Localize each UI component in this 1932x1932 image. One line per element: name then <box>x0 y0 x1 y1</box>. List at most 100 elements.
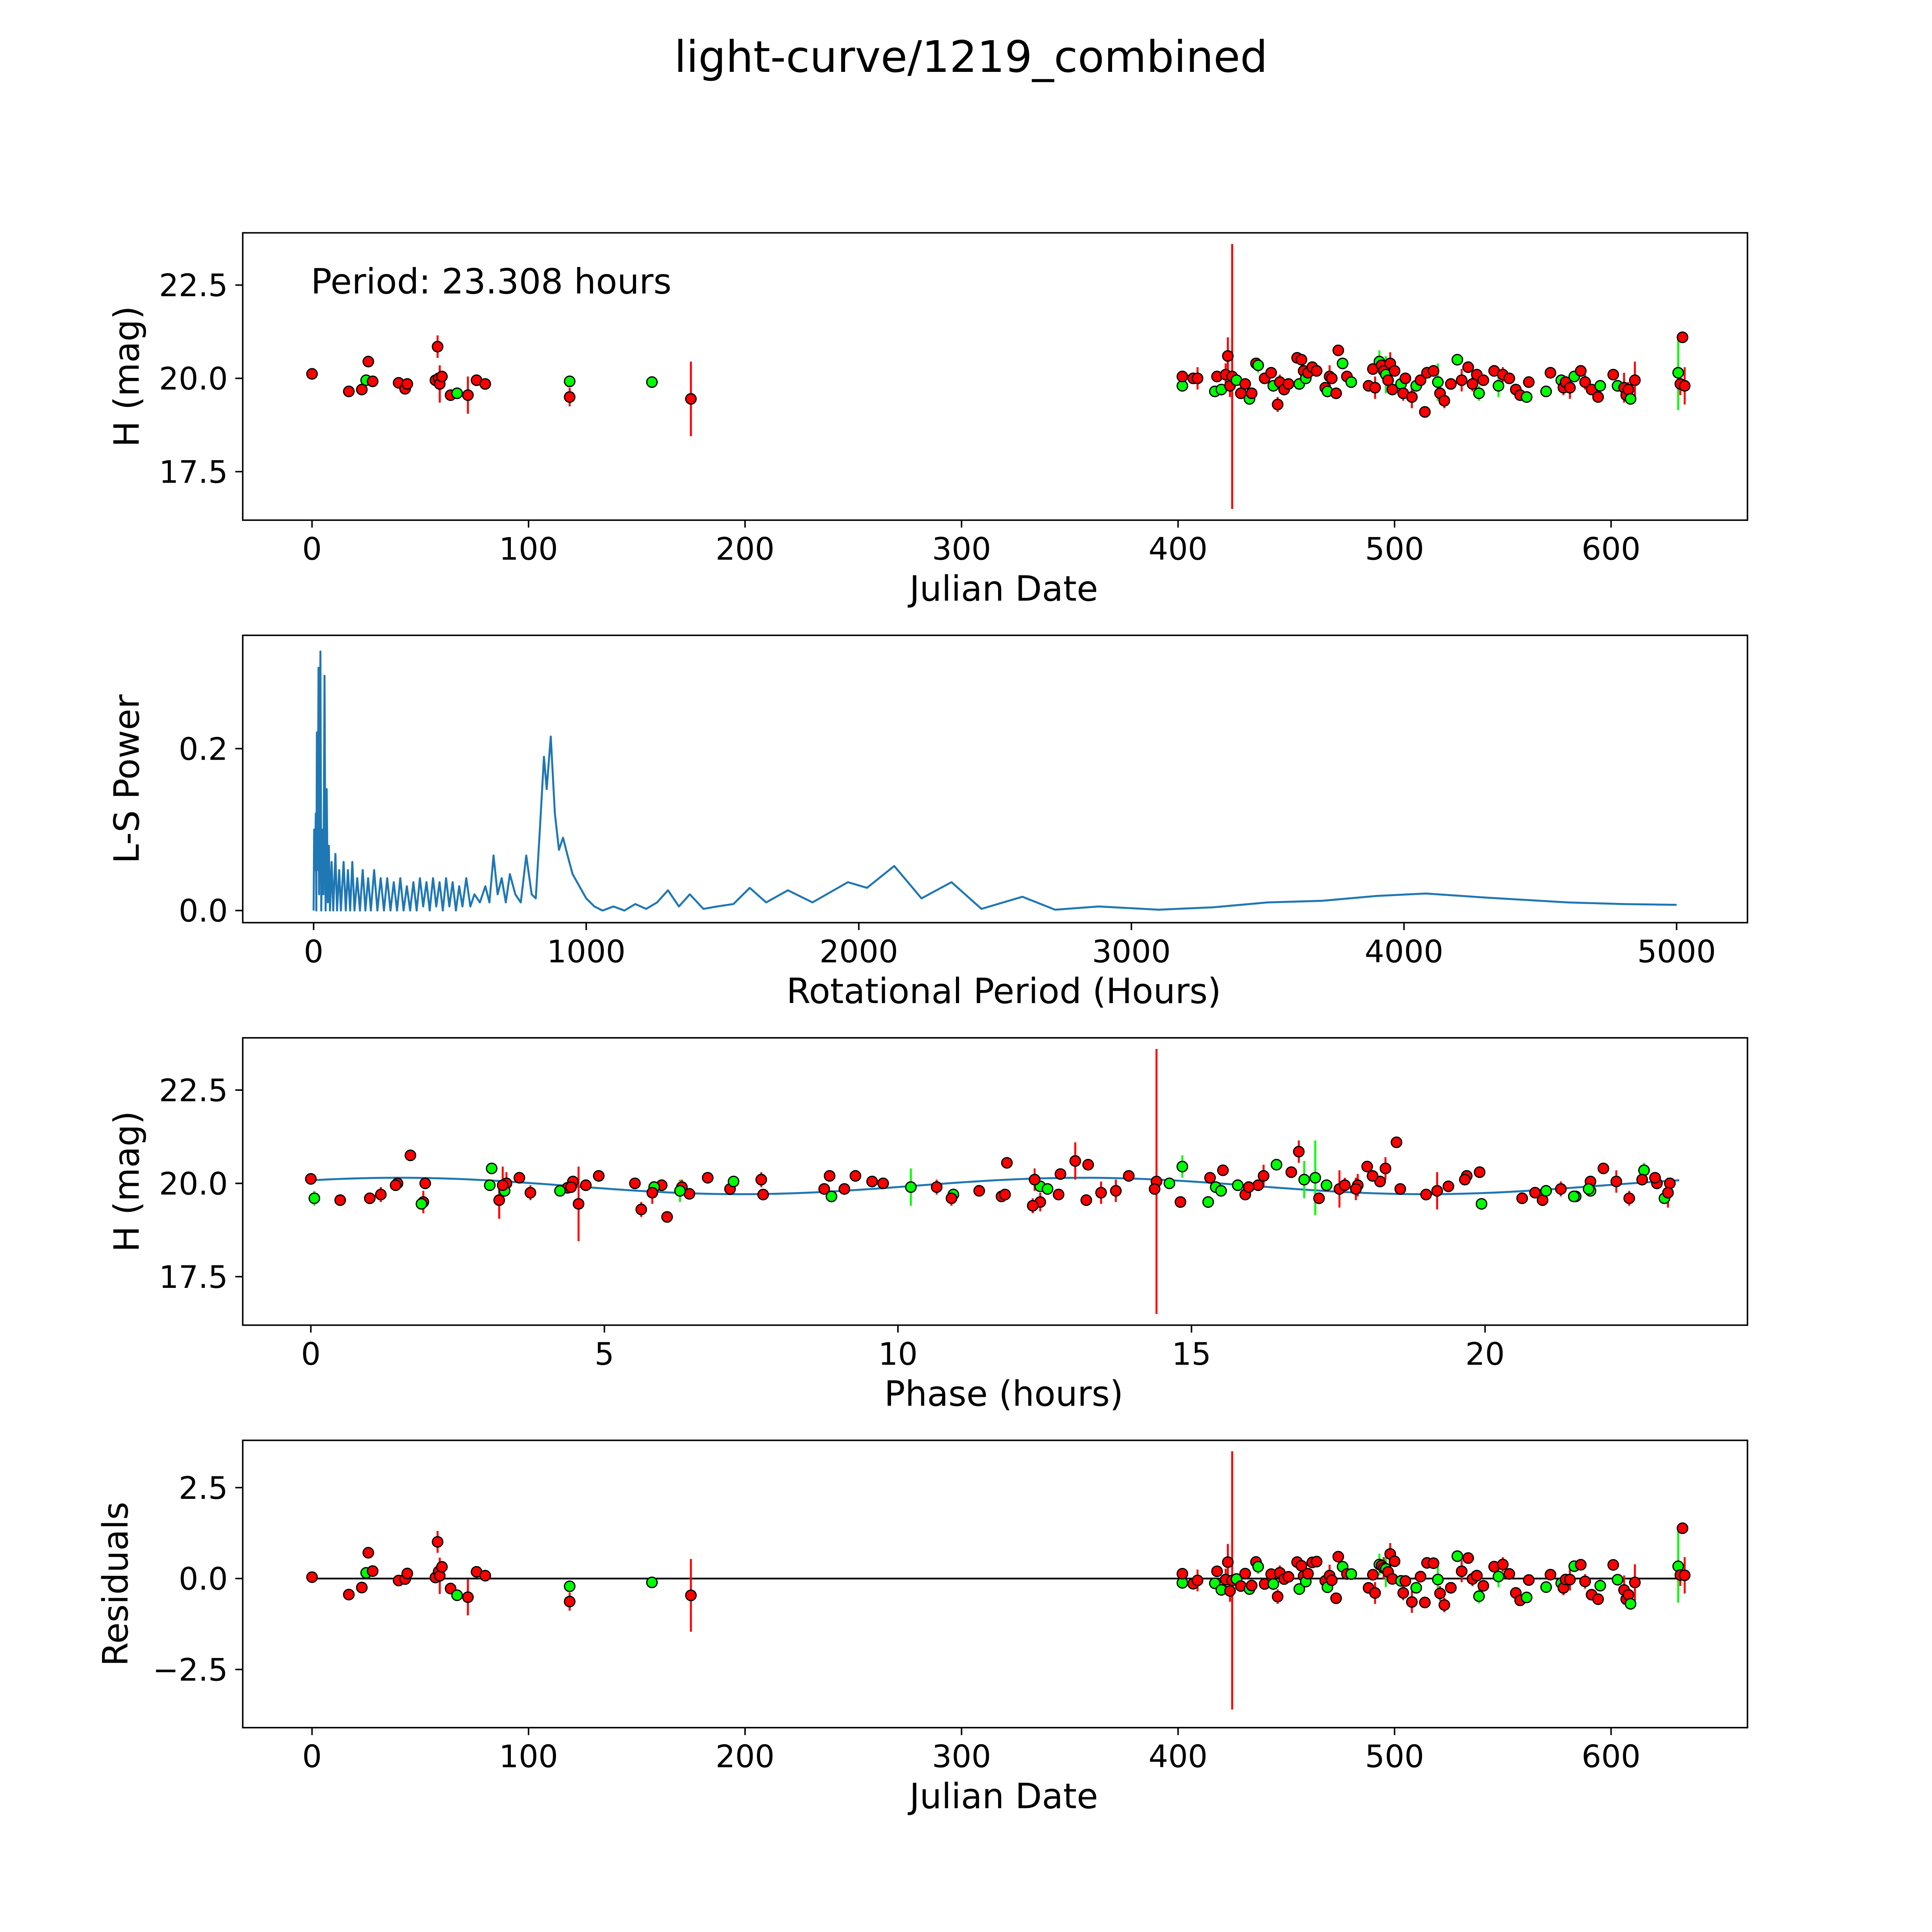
data-point-red <box>1149 1183 1161 1195</box>
data-point-red <box>580 1179 592 1191</box>
period-annotation: Period: 23.308 hours <box>311 262 671 302</box>
data-point-red <box>1462 361 1474 373</box>
y-tick-label: 2.5 <box>179 1470 228 1506</box>
data-point-red <box>1350 1183 1362 1195</box>
data-point-red <box>1427 1557 1440 1569</box>
data-point-red <box>565 1181 577 1193</box>
data-point-red <box>1406 391 1418 403</box>
data-point-green <box>1540 385 1552 398</box>
data-point-red <box>1419 406 1431 418</box>
x-tick-label: 15 <box>1172 1336 1211 1372</box>
x-tick-label: 3000 <box>1092 934 1171 969</box>
plot-area-panel-3 <box>305 1049 1680 1314</box>
x-tick-label: 600 <box>1582 1739 1641 1775</box>
x-tick-label: 200 <box>716 531 775 567</box>
data-point-green <box>1493 380 1505 392</box>
data-point-green <box>415 1198 427 1210</box>
data-point-red <box>849 1170 861 1182</box>
data-point-red <box>1217 1164 1229 1176</box>
data-point-red <box>1192 372 1204 384</box>
data-point-red <box>1293 1146 1305 1158</box>
data-point-red <box>1523 1574 1535 1586</box>
data-point-red <box>1174 1196 1187 1208</box>
data-point-red <box>823 1170 836 1182</box>
data-point-red <box>364 1192 376 1204</box>
plot-area-panel-4 <box>306 1451 1691 1710</box>
data-point-green <box>1270 1159 1282 1171</box>
y-axis-label: L-S Power <box>107 694 147 864</box>
data-point-red <box>1579 1575 1591 1587</box>
data-point-red <box>1564 1573 1576 1586</box>
x-tick-label: 400 <box>1148 1739 1208 1775</box>
x-axis-label: Phase (hours) <box>884 1374 1123 1414</box>
data-point-red <box>375 1189 387 1201</box>
data-point-green <box>1638 1164 1650 1176</box>
data-point-green <box>1451 1550 1463 1562</box>
axes-panel-4: 0 100 200 300 400 500 600 −2.5 0.0 2.5 Julian Date… <box>96 1470 1641 1817</box>
data-point-red <box>1311 1556 1323 1568</box>
data-point-red <box>1623 1192 1635 1204</box>
data-point-red <box>1636 1173 1648 1185</box>
data-point-red <box>593 1170 605 1182</box>
data-point-red <box>306 368 318 380</box>
data-point-red <box>1389 365 1401 377</box>
data-point-red <box>1330 1592 1342 1604</box>
data-point-red <box>1391 1136 1403 1148</box>
data-point-red <box>1123 1170 1135 1182</box>
data-point-red <box>1575 365 1587 377</box>
data-point-red <box>356 1582 368 1594</box>
data-point-red <box>343 385 355 398</box>
data-point-red <box>1361 1161 1373 1173</box>
x-tick-label: 100 <box>499 531 558 567</box>
data-point-red <box>367 375 379 387</box>
data-point-red <box>1332 344 1344 356</box>
data-point-red <box>757 1189 769 1201</box>
data-point-red <box>1474 1166 1486 1178</box>
data-point-red <box>1679 380 1691 392</box>
data-point-red <box>1477 374 1489 386</box>
data-point-red <box>1442 1180 1454 1192</box>
data-point-red <box>1282 1571 1294 1583</box>
data-point-green <box>484 1179 496 1191</box>
data-point-red <box>305 1173 317 1185</box>
x-axis-label: Julian Date <box>908 569 1098 609</box>
data-point-red <box>1477 1580 1489 1592</box>
data-point-green <box>1202 1196 1214 1208</box>
data-point-red <box>1607 1559 1619 1571</box>
data-point-green <box>1594 380 1606 392</box>
data-point-green <box>1345 1568 1357 1580</box>
data-point-red <box>1597 1162 1609 1174</box>
data-point-red <box>1222 1556 1234 1568</box>
data-point-green <box>646 1577 658 1588</box>
model-fit-line <box>311 1177 1680 1196</box>
x-tick-label: 600 <box>1582 531 1641 567</box>
data-point-green <box>1345 376 1357 388</box>
data-point-red <box>564 391 576 403</box>
data-point-red <box>1466 378 1478 390</box>
data-point-red <box>1397 1587 1409 1599</box>
x-tick-label: 5 <box>595 1336 614 1372</box>
data-point-red <box>1419 1597 1431 1609</box>
data-point-red <box>1438 395 1451 407</box>
x-axis-label: Julian Date <box>908 1776 1098 1816</box>
data-point-red <box>1677 331 1689 344</box>
x-tick-label: 10 <box>878 1336 918 1372</box>
data-point-green <box>1309 1172 1321 1184</box>
data-point-green <box>1540 1581 1552 1593</box>
data-point-red <box>1456 1565 1468 1577</box>
data-point-red <box>1400 1575 1412 1587</box>
x-tick-label: 500 <box>1365 531 1424 567</box>
data-point-green <box>1320 1179 1333 1191</box>
data-point-red <box>1222 350 1234 362</box>
data-point-red <box>524 1187 536 1199</box>
data-point-green <box>308 1192 320 1204</box>
data-point-red <box>1265 367 1277 379</box>
data-point-red <box>1456 374 1468 386</box>
data-point-green <box>1176 1161 1188 1173</box>
data-point-red <box>306 1571 318 1583</box>
y-tick-label: 20.0 <box>159 361 228 397</box>
data-point-red <box>1664 1177 1676 1189</box>
data-point-green <box>1624 393 1636 405</box>
x-tick-label: 0 <box>301 1336 321 1372</box>
